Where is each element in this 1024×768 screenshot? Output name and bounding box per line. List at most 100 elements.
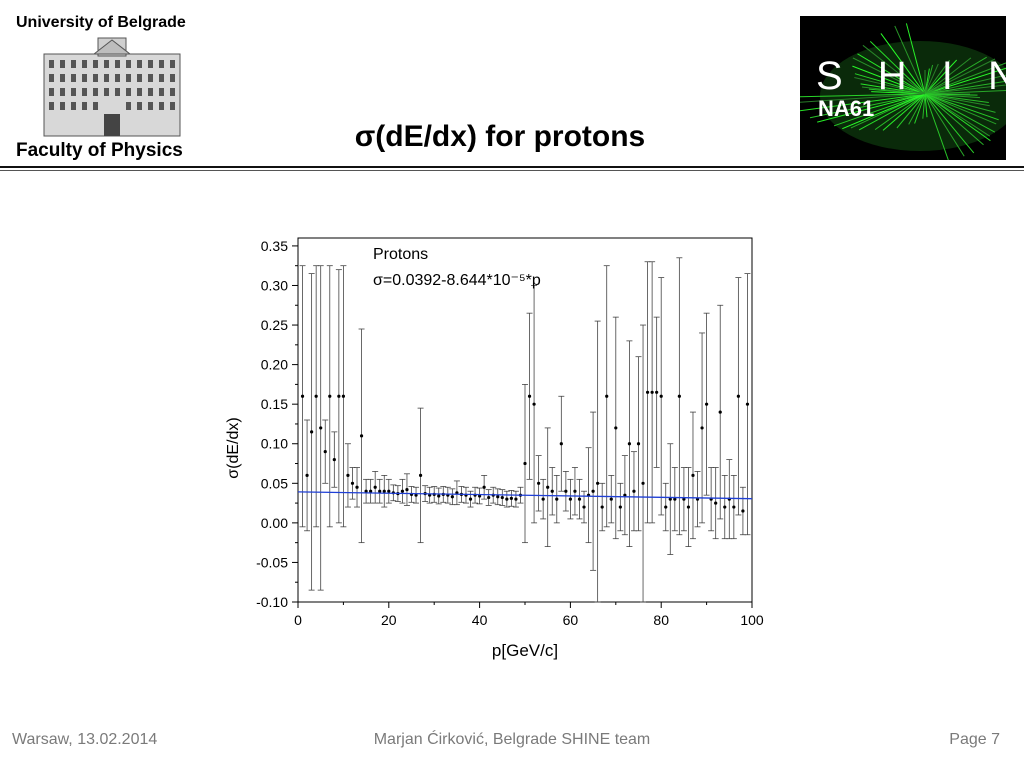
data-point bbox=[650, 390, 654, 394]
data-point bbox=[505, 497, 509, 501]
x-tick-label: 100 bbox=[740, 612, 764, 628]
data-point bbox=[673, 497, 677, 501]
data-point bbox=[555, 497, 559, 501]
data-point bbox=[496, 495, 500, 499]
data-point bbox=[741, 509, 745, 513]
sigma-dedx-chart: 0 20 40 60 80 100 -0.10 -0.05 0.00 0.05 0.10 0.15 0.… bbox=[225, 237, 764, 660]
data-point bbox=[405, 488, 409, 492]
data-point bbox=[645, 390, 650, 394]
y-tick-label: 0.35 bbox=[261, 238, 288, 254]
data-point bbox=[537, 481, 541, 485]
y-tick-label: 0.20 bbox=[261, 357, 288, 373]
data-point bbox=[550, 489, 554, 493]
data-point bbox=[387, 489, 391, 493]
header-divider-thin bbox=[0, 170, 1024, 171]
data-point bbox=[636, 442, 641, 446]
data-point bbox=[332, 457, 336, 462]
data-point bbox=[369, 489, 373, 493]
data-point bbox=[373, 485, 377, 489]
y-tick-label: -0.10 bbox=[256, 594, 288, 610]
header-divider bbox=[0, 166, 1024, 168]
data-point bbox=[400, 489, 405, 493]
data-point bbox=[337, 394, 341, 398]
data-point bbox=[546, 485, 550, 489]
data-point bbox=[614, 426, 618, 430]
data-point bbox=[655, 390, 659, 394]
data-point bbox=[718, 410, 722, 414]
y-tick-label: 0.15 bbox=[261, 396, 288, 412]
shine-logo: S H I N E NA61 bbox=[800, 16, 1006, 160]
data-point bbox=[514, 497, 518, 501]
data-point bbox=[705, 402, 709, 406]
data-point bbox=[382, 489, 386, 493]
y-tick-label: 0.00 bbox=[261, 515, 288, 531]
university-name: University of Belgrade bbox=[16, 14, 186, 31]
data-point bbox=[609, 497, 613, 501]
data-point bbox=[732, 505, 736, 509]
data-point bbox=[664, 505, 668, 509]
data-point bbox=[736, 394, 740, 398]
fit-line bbox=[297, 491, 753, 500]
data-point bbox=[559, 442, 563, 446]
data-point bbox=[641, 481, 645, 485]
y-axis-label: σ(dE/dx) bbox=[225, 417, 242, 478]
data-point bbox=[310, 430, 314, 434]
x-tick-label: 60 bbox=[563, 612, 579, 628]
data-point bbox=[305, 473, 309, 477]
data-point bbox=[605, 394, 609, 398]
data-point bbox=[346, 473, 350, 477]
data-point bbox=[591, 489, 595, 493]
annotation-protons: Protons bbox=[373, 246, 428, 263]
data-point bbox=[600, 505, 604, 509]
shine-logo-text: S H I N E bbox=[816, 54, 1006, 98]
data-point bbox=[659, 394, 663, 398]
data-point bbox=[523, 461, 527, 466]
data-point bbox=[564, 489, 568, 493]
data-point bbox=[632, 489, 636, 493]
data-point bbox=[414, 493, 418, 497]
data-point bbox=[468, 497, 473, 501]
data-point bbox=[573, 489, 577, 493]
data-point bbox=[677, 394, 681, 398]
data-point bbox=[378, 489, 382, 493]
y-tick-label: -0.05 bbox=[256, 554, 288, 570]
data-point bbox=[350, 481, 355, 485]
axes: 0 20 40 60 80 100 -0.10 -0.05 0.00 0.05 0.10 0.15 0.… bbox=[256, 238, 764, 628]
y-tick-label: 0.30 bbox=[261, 277, 288, 293]
x-axis-label: p[GeV/c] bbox=[492, 641, 558, 660]
y-tick-label: 0.25 bbox=[261, 317, 288, 333]
footer-author: Marjan Ćirković, Belgrade SHINE team bbox=[373, 731, 651, 748]
x-tick-label: 80 bbox=[653, 612, 669, 628]
data-point bbox=[668, 497, 672, 501]
annotation-fit-formula: σ=0.0392-8.644*10⁻⁵*p bbox=[373, 272, 541, 289]
na61-logo-text: NA61 bbox=[818, 96, 875, 121]
data-point bbox=[577, 497, 582, 501]
data-point bbox=[568, 497, 572, 501]
data-point bbox=[686, 505, 691, 509]
data-point bbox=[700, 426, 704, 430]
data-point bbox=[582, 505, 586, 509]
data-point bbox=[314, 394, 318, 398]
footer-location-date: Warsaw, 13.02.2014 bbox=[12, 731, 158, 748]
data-point bbox=[623, 493, 627, 497]
data-point bbox=[319, 426, 323, 430]
data-point bbox=[323, 450, 327, 454]
data-point bbox=[541, 497, 545, 501]
data-point bbox=[527, 394, 532, 398]
data-point bbox=[691, 473, 695, 477]
data-point bbox=[627, 442, 632, 446]
x-tick-label: 20 bbox=[381, 612, 397, 628]
faculty-building-image bbox=[43, 37, 181, 137]
data-point bbox=[341, 394, 345, 398]
data-point bbox=[359, 434, 364, 438]
data-point bbox=[364, 489, 368, 493]
data-point bbox=[437, 494, 441, 498]
data-point bbox=[596, 481, 600, 485]
data-point bbox=[328, 394, 332, 398]
x-tick-label: 0 bbox=[294, 612, 302, 628]
data-point bbox=[532, 402, 536, 406]
slide-title: σ(dE/dx) for protons bbox=[354, 120, 646, 153]
x-tick-label: 40 bbox=[472, 612, 488, 628]
data-point bbox=[450, 495, 454, 499]
footer-page-number: Page 7 bbox=[949, 731, 1000, 748]
